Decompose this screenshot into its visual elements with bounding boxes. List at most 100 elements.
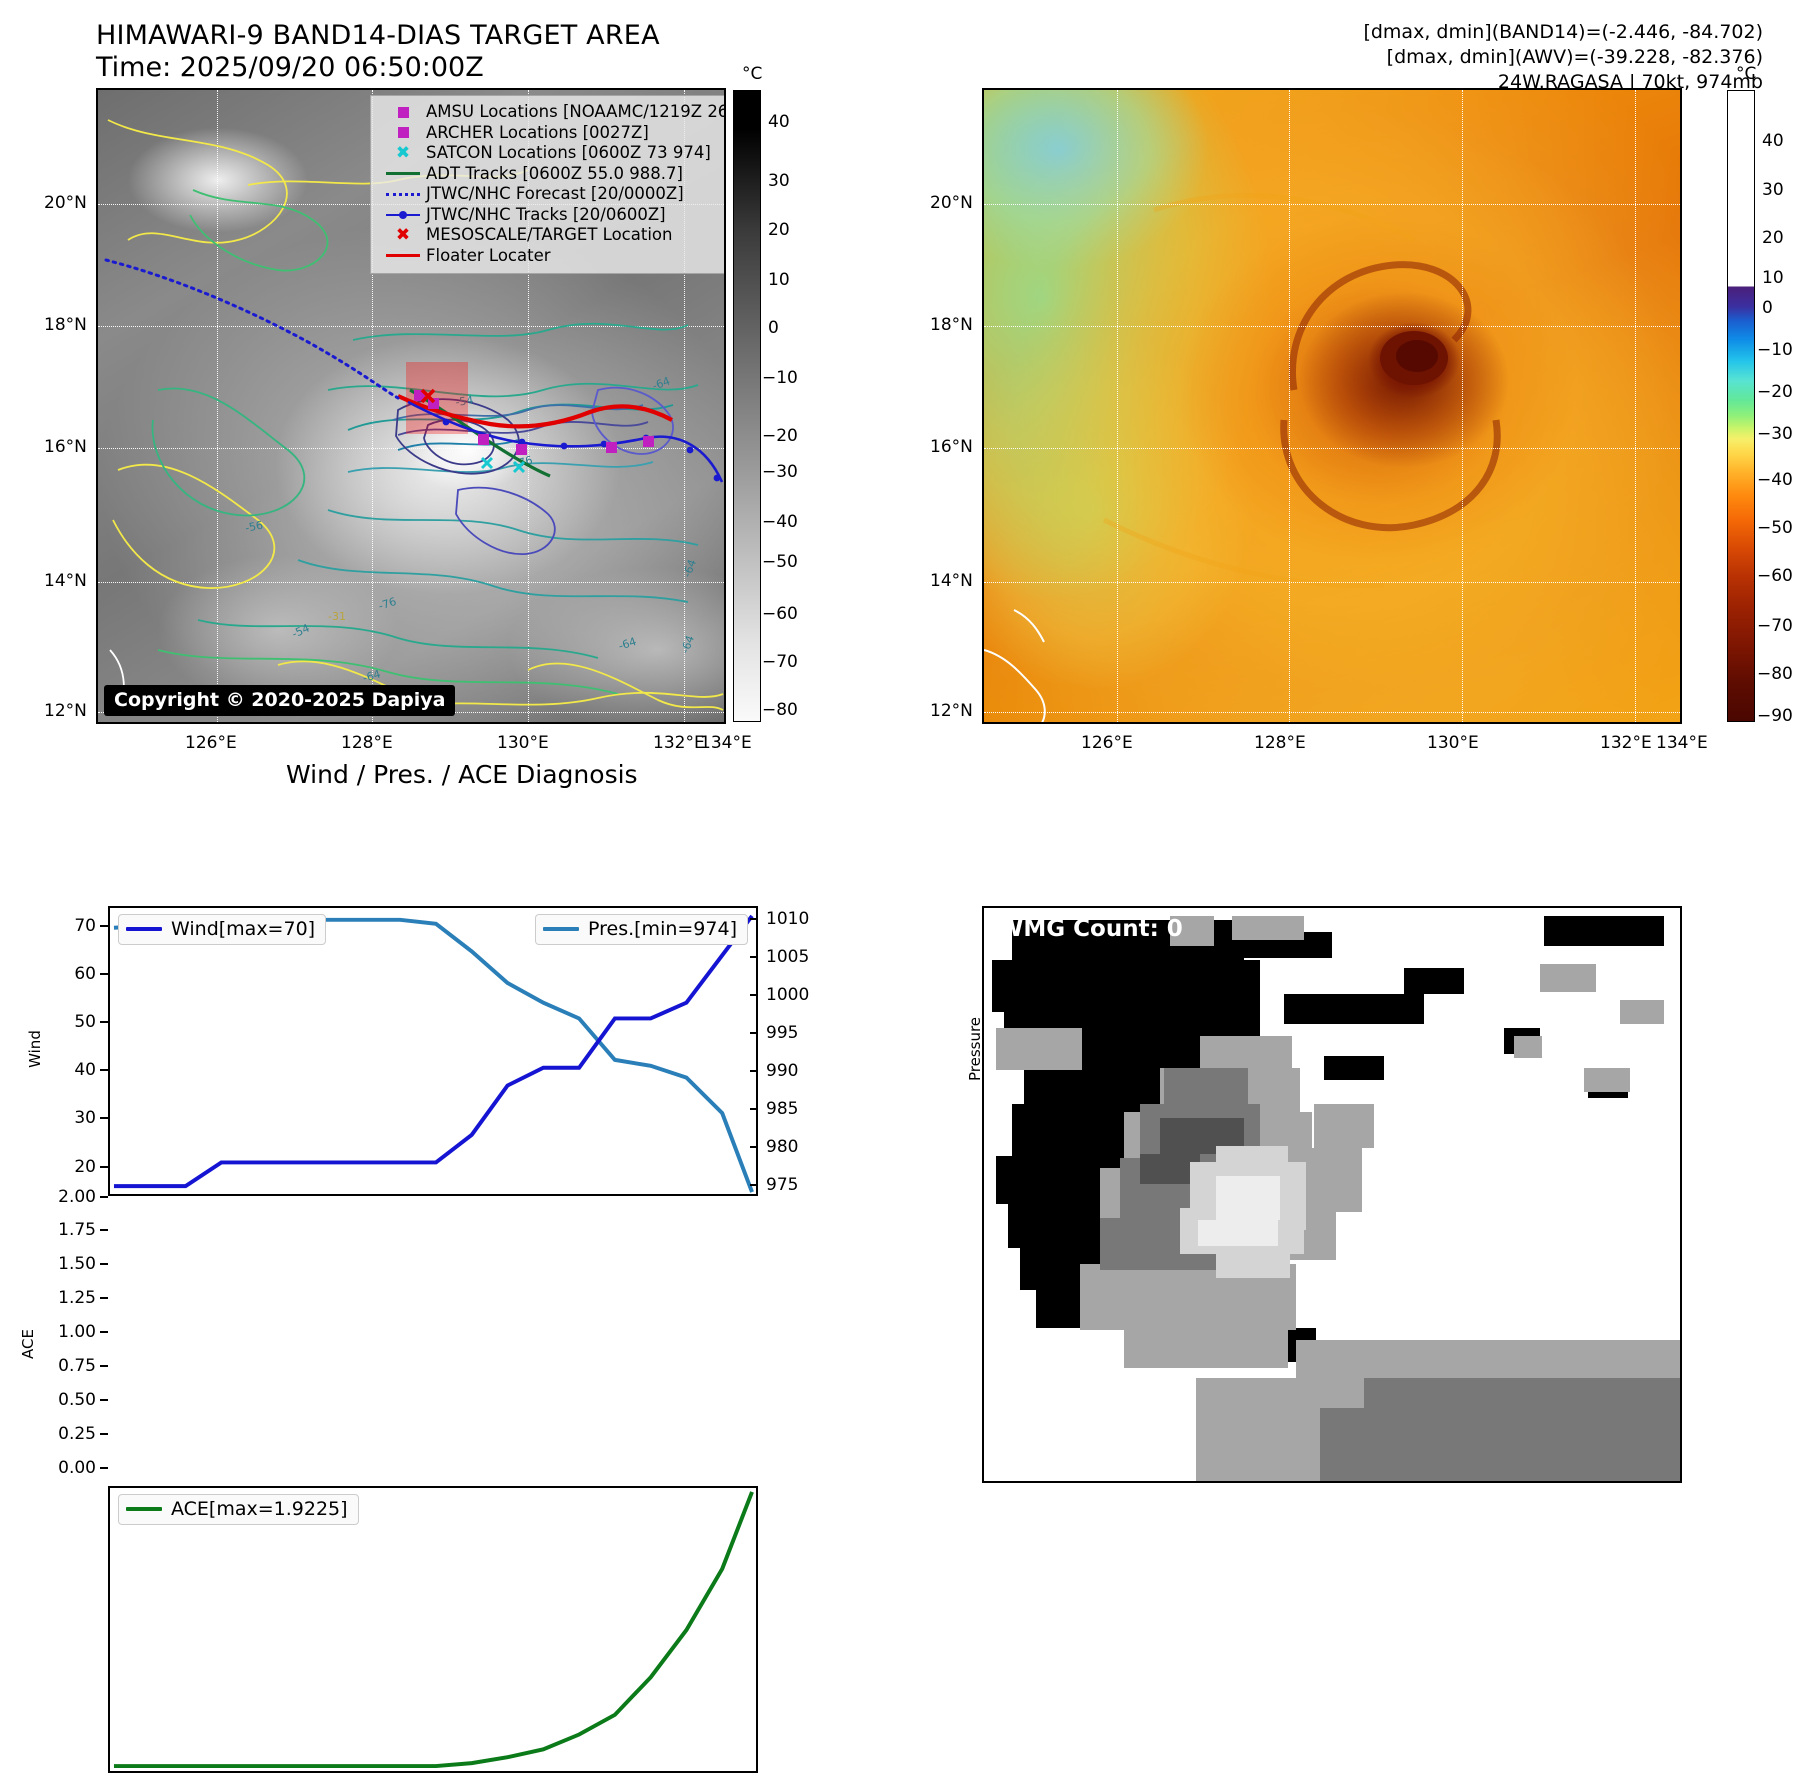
enh-colorbar-tick-m70: −70 — [1757, 616, 1793, 636]
pres-series-line — [113, 917, 754, 1193]
ace-tickmark-075 — [100, 1365, 108, 1367]
enhanced-ir-detail — [984, 193, 1501, 722]
ace-tick-200: 2.00 — [58, 1187, 96, 1207]
gridline-lat-14-enh — [984, 582, 1680, 583]
enhanced-ir-map-image — [984, 90, 1680, 722]
enhanced-ir-map-panel[interactable] — [982, 88, 1682, 724]
ir-colorbar-tick-30: 30 — [768, 171, 790, 191]
ir-lon-tick-130: 130°E — [497, 733, 549, 753]
gridline-lon-132-enh — [1635, 90, 1636, 722]
enh-colorbar-tick-20: 20 — [1762, 228, 1784, 248]
gridline-lat-16 — [98, 448, 724, 449]
amsu-archer-markers — [414, 390, 654, 455]
ir-colorbar-tick-20: 20 — [768, 220, 790, 240]
mesoscale-target-marker — [420, 388, 436, 404]
wind-tickmark-40 — [100, 1069, 108, 1071]
amsu-square-icon — [380, 106, 426, 118]
adt-line-icon — [380, 172, 426, 176]
jtwc-forecast-track — [104, 258, 400, 400]
enh-colorbar-tick-m10: −10 — [1757, 340, 1793, 360]
jtwc-track-line-icon — [380, 210, 426, 219]
ace-tick-050: 0.50 — [58, 1390, 96, 1410]
legend-label: AMSU Locations [NOAAMC/1219Z 26 1008] — [426, 102, 724, 121]
ace-legend-label: ACE[max=1.9225] — [171, 1498, 348, 1520]
gridline-lat-14 — [98, 582, 724, 583]
svg-text:-64: -64 — [361, 667, 382, 684]
gridline-lon-128 — [372, 90, 373, 722]
ace-plot — [113, 1491, 754, 1769]
ir-colorbar-tick-10: 10 — [768, 270, 790, 290]
storm-summary-text: 24W.RAGASA | 70kt, 974mb — [1497, 71, 1763, 93]
svg-text:-54: -54 — [290, 622, 312, 641]
ir-lat-tick-14: 14°N — [44, 571, 87, 591]
enh-colorbar — [1727, 90, 1755, 722]
enh-lat-tick-20: 20°N — [930, 193, 973, 213]
enh-colorbar-tick-10: 10 — [1762, 268, 1784, 288]
legend-item-amsu: AMSU Locations [NOAAMC/1219Z 26 1008] — [380, 102, 724, 123]
ace-tick-100: 1.00 — [58, 1322, 96, 1342]
satcon-markers — [480, 456, 526, 474]
ir-lon-tick-132: 132°E — [653, 733, 705, 753]
ace-chart[interactable]: ACE[max=1.9225] — [108, 1486, 758, 1773]
ace-legend[interactable]: ACE[max=1.9225] — [118, 1494, 359, 1525]
gridline-lat-12-enh — [984, 712, 1680, 713]
wmg-mask-image — [984, 908, 1680, 1481]
copyright-banner: Copyright © 2020-2025 Dapiya — [104, 685, 456, 716]
ace-tickmark-050 — [100, 1399, 108, 1401]
wind-tick-70: 70 — [74, 916, 96, 936]
svg-text:-54: -54 — [455, 394, 475, 409]
ir-lon-tick-134: 134°E — [700, 733, 752, 753]
archer-square-icon — [380, 127, 426, 139]
legend-item-floater: Floater Locater — [380, 245, 724, 267]
satcon-x-icon: ✖ — [395, 142, 411, 163]
ace-tick-000: 0.00 — [58, 1458, 96, 1478]
wind-tick-30: 30 — [74, 1108, 96, 1128]
ace-tick-125: 1.25 — [58, 1288, 96, 1308]
pres-tick-995: 995 — [766, 1023, 799, 1043]
ir-map-panel[interactable]: -54 -64 -76 -56 -54 -76 -64 -64 -64 -64 … — [96, 88, 726, 724]
pres-tick-985: 985 — [766, 1099, 799, 1119]
svg-text:-64: -64 — [679, 634, 697, 655]
wmg-panel[interactable]: WMG Count: 0 — [982, 906, 1682, 1483]
ir-colorbar-tick-m40: −40 — [762, 512, 798, 532]
legend-label: MESOSCALE/TARGET Location — [426, 225, 673, 244]
wind-pressure-plot — [113, 914, 754, 1193]
ir-lon-tick-126: 126°E — [185, 733, 237, 753]
legend-label: JTWC/NHC Tracks [20/0600Z] — [426, 204, 666, 224]
enh-colorbar-tick-m20: −20 — [1757, 382, 1793, 402]
ir-colorbar-tick-0: 0 — [768, 318, 779, 338]
pres-legend-label: Pres.[min=974] — [588, 918, 737, 940]
pres-tickmark-990 — [750, 1070, 758, 1072]
ir-colorbar-tick-m30: −30 — [762, 462, 798, 482]
ace-tickmark-125 — [100, 1297, 108, 1299]
enh-colorbar-tick-m30: −30 — [1757, 424, 1793, 444]
pres-tickmark-995 — [750, 1032, 758, 1034]
ace-tick-025: 0.25 — [58, 1424, 96, 1444]
wind-tickmark-50 — [100, 1021, 108, 1023]
pres-tickmark-980 — [750, 1146, 758, 1148]
gridline-lat-16-enh — [984, 448, 1680, 449]
ir-colorbar-tick-m70: −70 — [762, 652, 798, 672]
pres-tickmark-1005 — [750, 956, 758, 958]
wind-legend-label: Wind[max=70] — [171, 918, 316, 940]
pres-legend-swatch — [543, 926, 579, 932]
ace-tickmark-150 — [100, 1263, 108, 1265]
enh-lon-tick-130: 130°E — [1427, 733, 1479, 753]
wind-tickmark-70 — [100, 925, 108, 927]
pres-legend[interactable]: Pres.[min=974] — [535, 914, 748, 945]
ace-series-line — [113, 1491, 754, 1769]
enh-lon-tick-128: 128°E — [1254, 733, 1306, 753]
ace-legend-swatch — [126, 1506, 162, 1512]
wind-pressure-chart[interactable]: Wind[max=70] Pres.[min=974] — [108, 906, 758, 1196]
ir-map-legend[interactable]: AMSU Locations [NOAAMC/1219Z 26 1008] AR… — [370, 95, 724, 274]
gridline-lat-18 — [98, 326, 724, 327]
ace-tickmark-025 — [100, 1433, 108, 1435]
wind-tick-20: 20 — [74, 1157, 96, 1177]
ir-lat-tick-18: 18°N — [44, 315, 87, 335]
ace-tick-075: 0.75 — [58, 1356, 96, 1376]
legend-label: Floater Locater — [426, 245, 551, 265]
ir-colorbar — [733, 90, 761, 722]
mesoscale-x-icon: ✖ — [395, 224, 411, 245]
gridline-lat-18-enh — [984, 326, 1680, 327]
wind-legend[interactable]: Wind[max=70] — [118, 914, 327, 945]
